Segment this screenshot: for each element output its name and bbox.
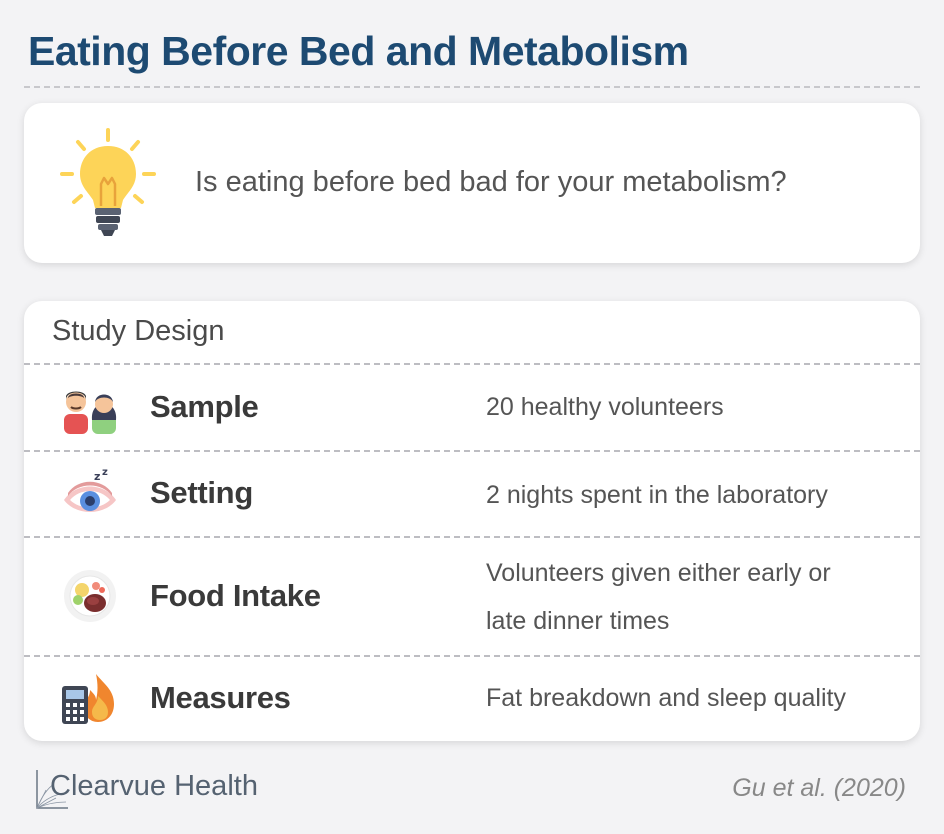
divider: [24, 363, 920, 365]
divider: [24, 655, 920, 657]
divider: [24, 450, 920, 452]
question-text: Is eating before bed bad for your metabo…: [195, 166, 787, 198]
row-label-measures: Measures: [150, 680, 291, 715]
clearvue-logo-icon: [36, 770, 68, 809]
row-value-measures: Fat breakdown and sleep quality: [486, 684, 846, 712]
couple-icon: [64, 391, 117, 434]
row-label-food-intake: Food Intake: [150, 578, 321, 613]
row-value-sample: 20 healthy volunteers: [486, 393, 724, 421]
page-title: Eating Before Bed and Metabolism: [28, 28, 689, 74]
row-label-sample: Sample: [150, 389, 259, 424]
brand-name: Clearvue Health: [50, 770, 258, 802]
question-card: [24, 103, 920, 263]
row-value-line: Volunteers given either early or: [486, 559, 831, 587]
lightbulb-icon: [60, 128, 156, 236]
row-value-line: late dinner times: [486, 607, 670, 635]
calculator-flame-icon: [62, 674, 114, 724]
study-design-heading: Study Design: [52, 315, 225, 347]
row-value-food-intake: Volunteers given either early or late di…: [486, 549, 831, 645]
row-value-setting: 2 nights spent in the laboratory: [486, 481, 828, 509]
study-design-card: [24, 301, 920, 741]
citation: Gu et al. (2020): [732, 774, 906, 802]
svg-text:z: z: [94, 470, 100, 483]
food-plate-icon: [64, 570, 116, 622]
svg-text:z: z: [102, 467, 108, 478]
title-divider: [24, 86, 920, 88]
row-label-setting: Setting: [150, 475, 253, 510]
sleepy-eye-icon: z z: [64, 467, 116, 512]
divider: [24, 536, 920, 538]
